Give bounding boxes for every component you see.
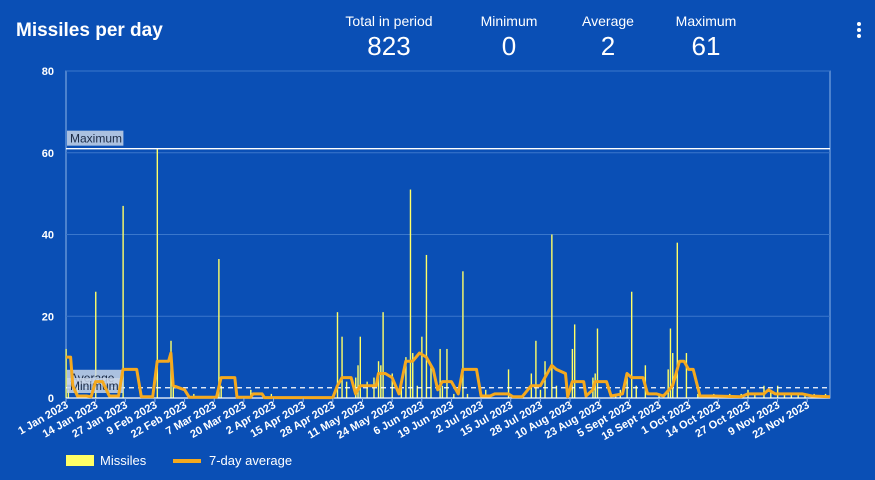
bar [380,365,382,398]
bar [672,353,674,398]
bar [270,393,273,398]
reference-label-box-maximum [67,130,124,146]
bar [430,365,432,398]
bar [95,291,97,398]
bar [400,385,403,398]
bar [65,348,67,398]
stat-minimum: Minimum 0 [469,13,549,62]
bar [421,336,423,398]
legend-swatch-7day-average [173,458,201,463]
bar [218,259,220,398]
bar [122,205,124,398]
bar [676,242,678,398]
chart-grid [65,70,831,399]
stat-average: Average 2 [568,13,648,62]
bar [439,348,441,398]
bar [359,336,361,398]
line-series-7day [66,351,831,400]
line-7day-average [66,351,831,400]
bar [220,385,222,398]
y-tick-label: 0 [48,393,54,405]
bar [250,389,252,398]
bar [776,385,779,398]
legend-swatch-missiles [66,455,94,466]
reference-label-maximum: Maximum [70,132,122,146]
bar [539,389,542,398]
stat-minimum-value: 0 [501,31,517,61]
bar [697,393,699,398]
bar [630,291,633,398]
bar [555,385,558,398]
bar [357,365,359,398]
stat-average-label: Average [582,13,634,29]
bar [573,324,576,398]
bar [770,389,772,398]
bar [336,312,339,398]
y-tick-label: 80 [42,66,54,78]
bar [391,373,393,398]
stat-total-value: 823 [367,31,411,61]
bar [453,393,455,398]
y-tick-label: 40 [42,230,54,242]
stat-maximum: Maximum 61 [666,13,746,62]
stat-total-label: Total in period [345,13,433,29]
legend-label-7day-average: 7-day average [209,453,293,468]
bar [571,348,574,398]
bar [797,393,799,398]
bar [551,234,553,398]
bar [466,393,469,398]
bar [485,389,487,398]
bar [635,385,637,398]
bar [425,254,428,398]
bar-series-missiles [65,148,827,398]
bar [462,271,464,398]
bar [382,312,384,398]
bar [409,189,412,398]
y-tick-label: 20 [42,311,54,323]
bar [754,393,756,398]
bar [416,385,419,398]
stat-average-value: 2 [600,31,616,61]
bar [405,357,407,398]
bar [667,369,669,398]
stat-total: Total in period 823 [343,13,435,62]
bar [783,393,786,398]
bar [341,336,343,398]
legend-label-missiles: Missiles [100,453,147,468]
stat-minimum-label: Minimum [480,13,538,29]
bar [507,369,510,398]
legend-item-7day-average[interactable]: 7-day average [173,453,292,468]
stat-maximum-label: Maximum [675,13,737,29]
chart-title: Missiles per day [16,20,163,41]
bar [441,385,444,398]
bar [345,381,348,398]
bar [685,353,688,398]
bar [669,328,672,398]
y-tick-label: 60 [42,148,54,160]
bar [535,340,537,398]
bar [67,389,70,398]
y-axis: 0 20 40 60 80 [42,66,54,405]
bar [790,393,793,398]
more-options-icon[interactable] [853,22,865,42]
legend-item-missiles[interactable]: Missiles [66,453,146,468]
bar [172,377,174,398]
bar [596,328,599,398]
bar [412,353,414,398]
bar [366,381,368,398]
bar [446,348,448,398]
stat-maximum-value: 61 [691,31,721,61]
bar [156,148,159,398]
